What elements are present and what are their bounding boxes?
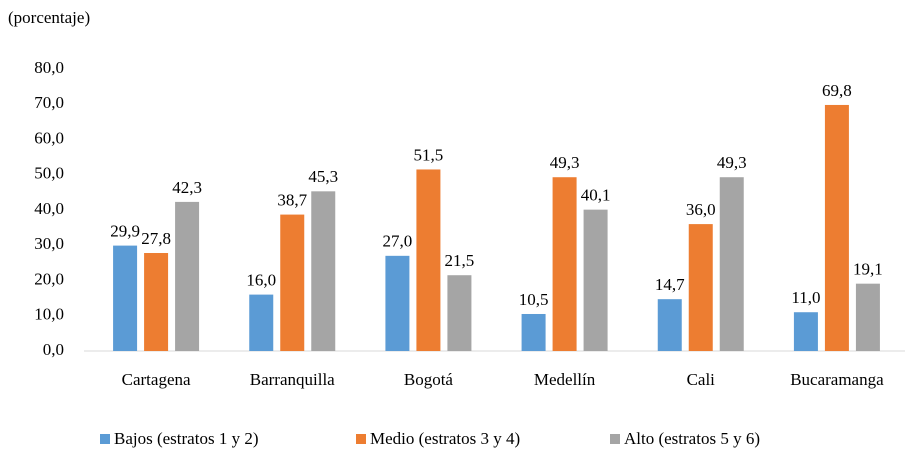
x-tick-label: Cartagena [122, 370, 191, 389]
bar [855, 283, 880, 351]
bar [521, 313, 546, 351]
data-label: 36,0 [686, 200, 716, 219]
data-label: 49,3 [717, 153, 747, 172]
y-tick-label: 30,0 [34, 234, 64, 253]
x-tick-label: Barranquilla [250, 370, 335, 389]
bar [385, 255, 410, 351]
x-tick-label: Medellín [534, 370, 596, 389]
data-label: 19,1 [853, 260, 883, 279]
bar [113, 245, 138, 351]
y-tick-label: 60,0 [34, 128, 64, 147]
data-label: 10,5 [519, 290, 549, 309]
data-label: 42,3 [172, 178, 202, 197]
y-tick-label: 80,0 [34, 58, 64, 77]
legend-label: Alto (estratos 5 y 6) [624, 429, 760, 448]
x-tick-label: Cali [687, 370, 716, 389]
y-tick-label: 70,0 [34, 93, 64, 112]
bar [824, 104, 849, 351]
y-tick-label: 50,0 [34, 164, 64, 183]
x-tick-label: Bogotá [404, 370, 454, 389]
legend-label: Bajos (estratos 1 y 2) [114, 429, 258, 448]
y-tick-label: 20,0 [34, 269, 64, 288]
data-label: 51,5 [414, 145, 444, 164]
bar [249, 294, 274, 351]
data-label: 49,3 [550, 153, 580, 172]
data-label: 38,7 [277, 190, 307, 209]
data-label: 45,3 [308, 167, 338, 186]
bar [144, 253, 169, 351]
y-tick-label: 40,0 [34, 199, 64, 218]
x-tick-label: Bucaramanga [790, 370, 884, 389]
data-label: 27,8 [141, 229, 171, 248]
chart-subtitle: (porcentaje) [8, 8, 90, 27]
legend-swatch [610, 434, 620, 444]
y-tick-label: 0,0 [43, 340, 64, 359]
bar [719, 177, 744, 351]
data-label: 11,0 [791, 288, 820, 307]
y-tick-label: 10,0 [34, 305, 64, 324]
data-label: 16,0 [246, 271, 276, 290]
data-label: 29,9 [110, 222, 140, 241]
bar [688, 224, 713, 351]
data-label: 14,7 [655, 275, 685, 294]
bar [552, 177, 577, 351]
bar [280, 214, 305, 351]
data-label: 27,0 [383, 232, 413, 251]
legend-swatch [356, 434, 366, 444]
bar [416, 169, 441, 351]
bar [793, 312, 818, 351]
bar [311, 191, 336, 351]
bar [657, 299, 682, 351]
bar [175, 201, 200, 351]
legend-label: Medio (estratos 3 y 4) [370, 429, 520, 448]
data-label: 69,8 [822, 81, 852, 100]
legend-swatch [100, 434, 110, 444]
data-label: 40,1 [581, 186, 611, 205]
bar [447, 275, 472, 351]
data-label: 21,5 [445, 251, 475, 270]
bar [583, 209, 608, 351]
